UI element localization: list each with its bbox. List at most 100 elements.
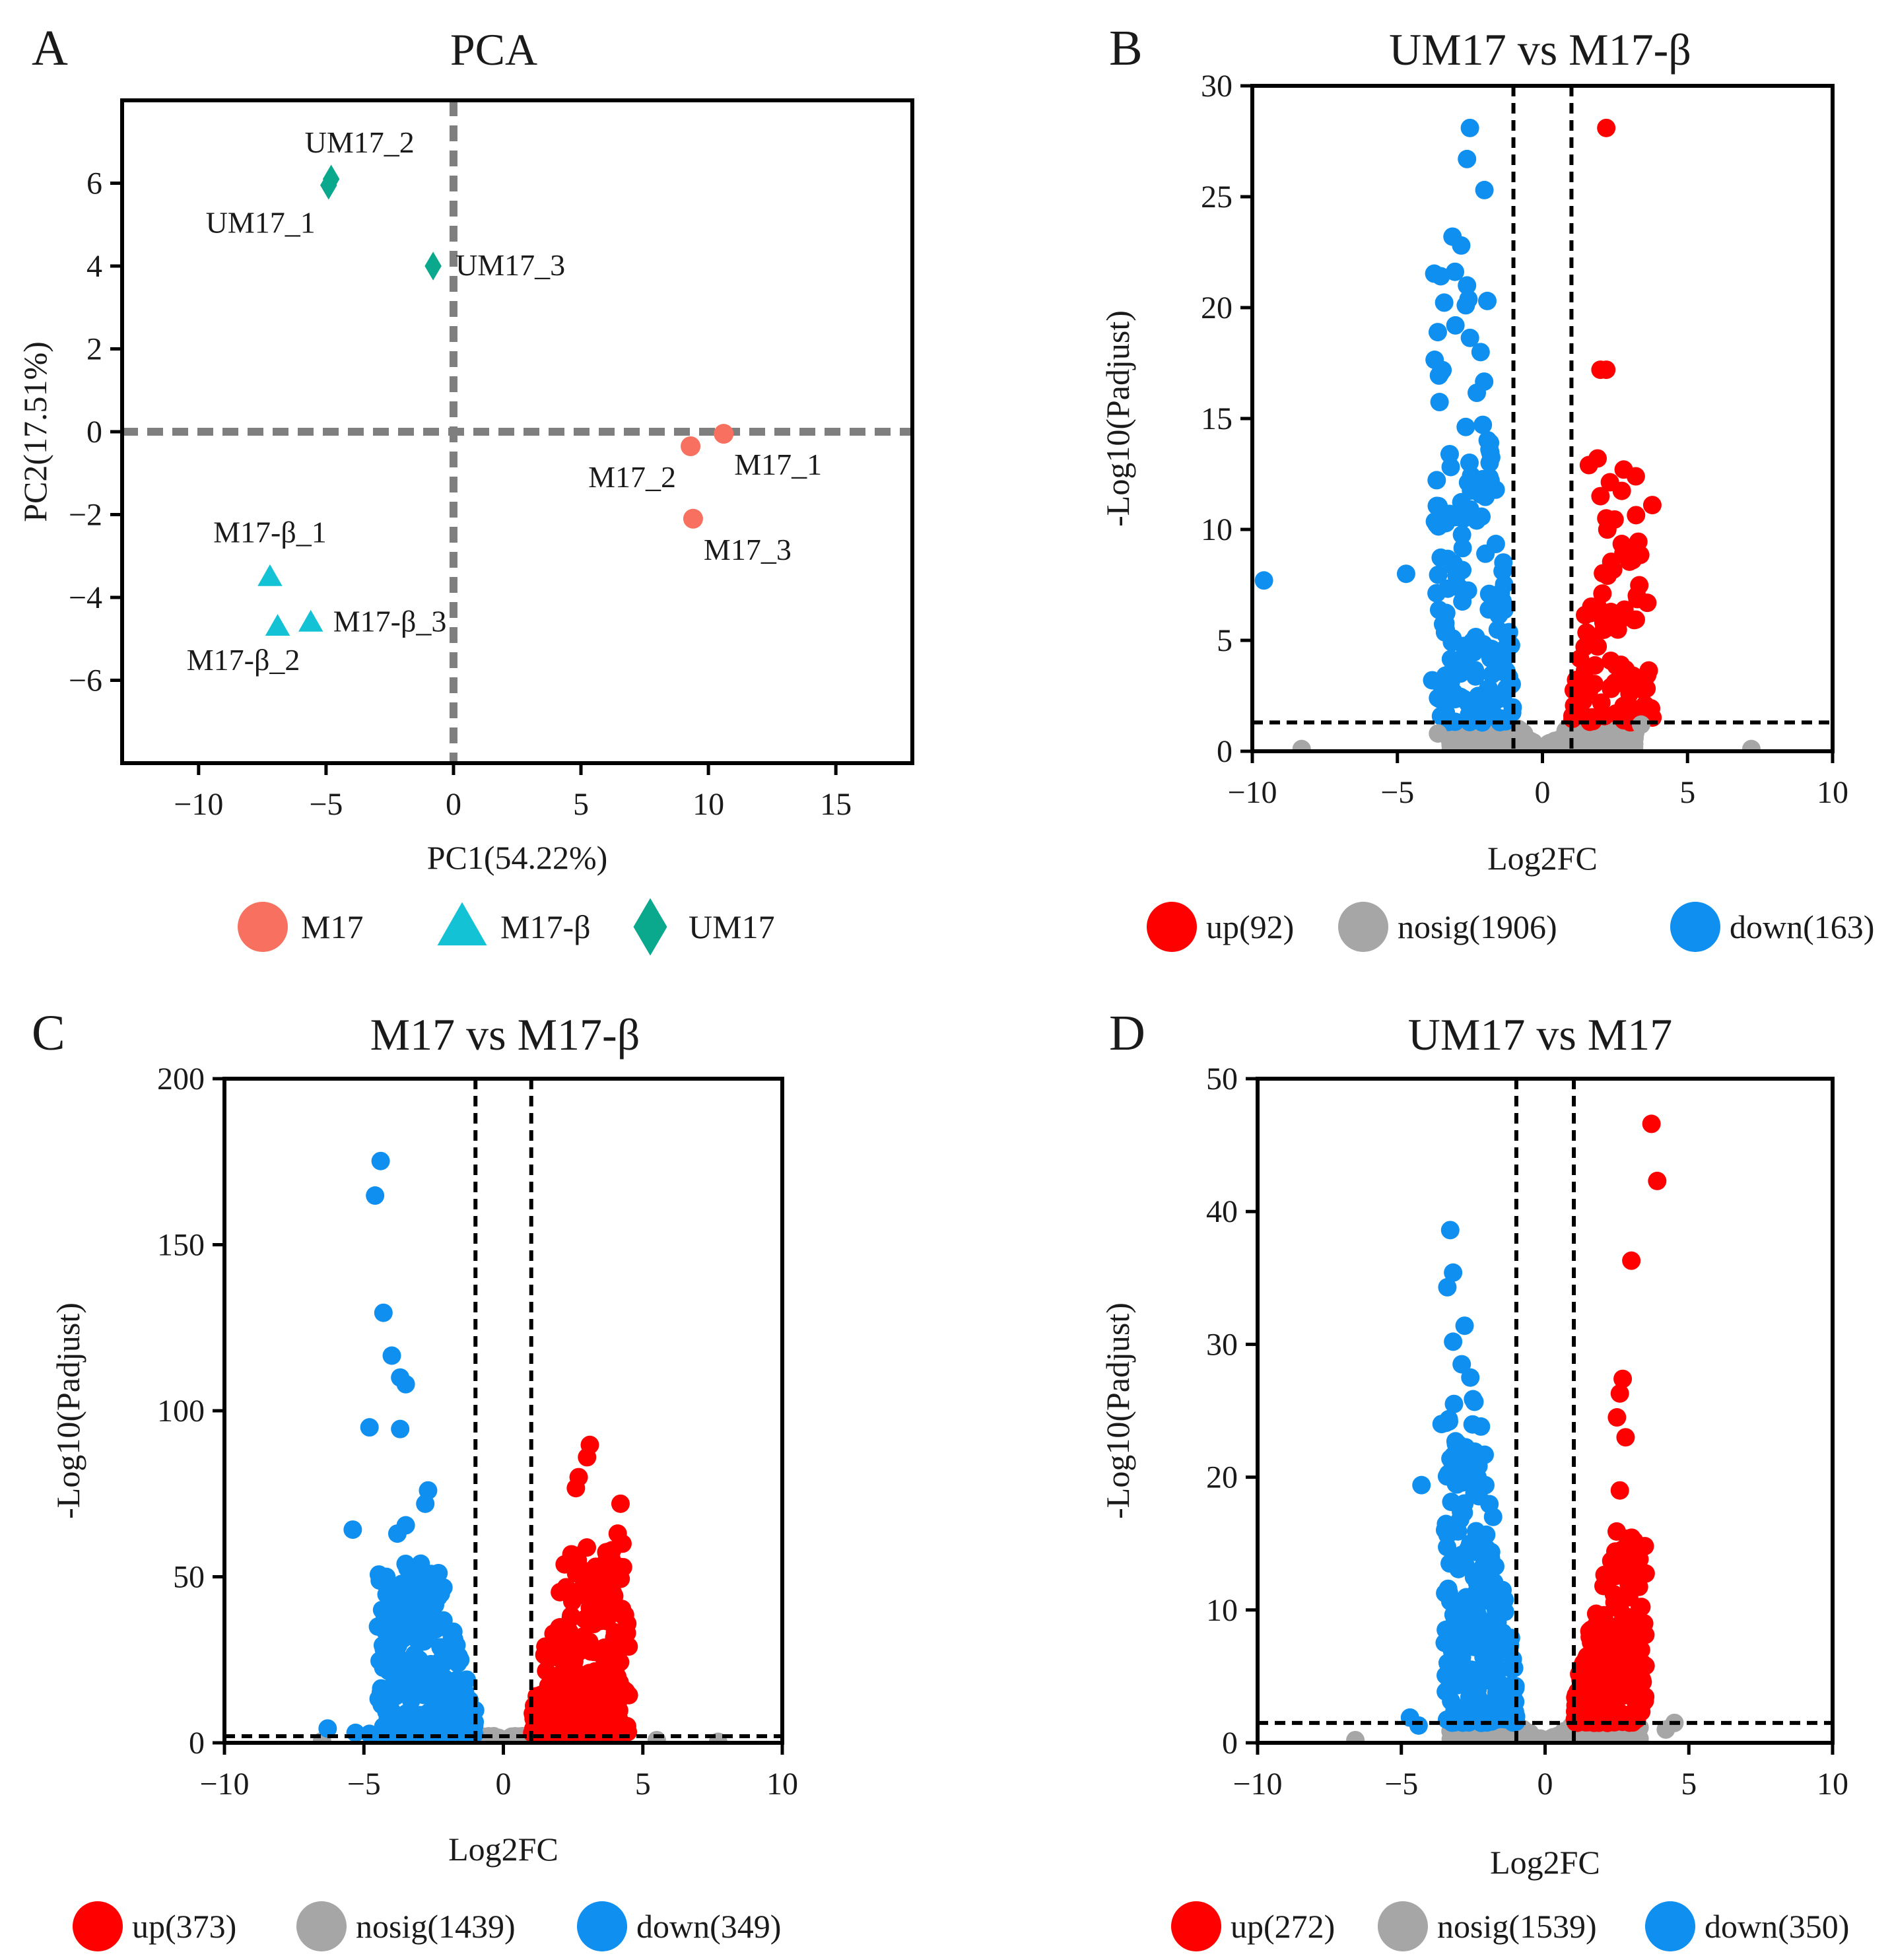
pca-panel: A PCA −10 −5 0 5 10 15 −6 −4 −2 0 2 4 6 PC1(54.22%) PC2(… [17,20,914,956]
down-point [384,1666,403,1685]
up-point [600,1559,619,1578]
down-point [464,1713,483,1732]
down-point [434,1611,453,1630]
up-point [1622,1571,1641,1590]
y-tick-label: 20 [1206,1460,1238,1495]
volcano-panel-m17-vs-m17-beta: C M17 vs M17-β−10 −5 0 5 10050100150200Log2FC… [32,1005,798,1951]
down-point [415,1632,434,1651]
down-point [1458,581,1477,600]
legend-marker [1147,902,1197,952]
x-tick-label: −10 [1227,775,1277,810]
up-point [1614,710,1633,729]
down-point [1462,466,1481,485]
down-point [1441,457,1460,477]
down-point [1480,1495,1499,1514]
up-point [1586,1604,1605,1623]
legend-label: up(373) [132,1908,236,1945]
x-tick-label: 10 [693,787,724,822]
down-point [1461,1368,1480,1387]
down-point [415,1685,434,1705]
down-point [1466,1522,1485,1541]
up-point [1620,1713,1639,1732]
up-point [580,1664,599,1683]
down-point [1437,1710,1456,1730]
nosig-point [1530,741,1549,751]
up-point [1615,1679,1634,1698]
down-point [343,1520,362,1539]
legend-label: UM17 [689,908,775,945]
up-point [1575,1668,1594,1687]
down-point [1433,360,1452,380]
legend-marker [1645,1901,1695,1951]
x-tick-label: −10 [199,1767,249,1802]
up-point [580,1632,599,1651]
down-point [416,1494,435,1513]
x-tick-label: 0 [1537,1767,1553,1802]
pca-point-label: M17_1 [734,448,822,481]
up-point [530,1700,549,1719]
legend-label: nosig(1539) [1437,1908,1597,1945]
down-point [1427,471,1446,490]
down-point [1429,565,1448,584]
down-point [1446,316,1465,335]
up-point [566,1552,586,1571]
down-point [410,1594,429,1613]
up-point [1576,661,1595,680]
legend-marker [73,1901,123,1951]
down-point [318,1719,337,1738]
down-point [1456,417,1475,436]
up-point [618,1636,637,1655]
legend-label: M17-β [500,908,591,945]
pca-point-label: M17-β_2 [187,643,300,677]
up-point [1607,1408,1627,1427]
down-point [1464,1568,1483,1587]
up-point [1648,1171,1667,1190]
down-point [1483,1579,1503,1598]
x-tick-label: −5 [1380,775,1414,810]
down-point [371,1151,390,1170]
data-points [1346,1114,1684,1743]
up-point [1630,576,1649,595]
down-point [1481,448,1501,467]
data-points [312,1151,727,1743]
y-tick-label: 4 [86,249,102,284]
y-tick-label: 2 [86,332,102,367]
down-point [1452,525,1471,545]
nosig-point [1484,741,1503,751]
down-point [1454,1458,1473,1477]
y-axis-label: -Log10(Padjust) [1099,1302,1136,1519]
down-point [1483,665,1502,684]
legend-label: nosig(1906) [1398,908,1557,945]
y-tick-label: 0 [1217,734,1233,769]
down-point [1464,1604,1483,1623]
up-point [551,1582,570,1602]
chart-title: M17 vs M17-β [370,1009,640,1060]
down-point [1455,1316,1474,1335]
up-point [1610,1384,1629,1403]
down-point [1452,1502,1471,1521]
nosig-point [1292,739,1311,751]
y-tick-label: 30 [1201,69,1233,104]
nosig-point [1526,1730,1545,1743]
down-point [1427,584,1446,603]
down-point [1485,1595,1504,1614]
down-point [1429,689,1448,708]
x-tick-label: 0 [1535,775,1551,810]
y-tick-label: 40 [1206,1194,1238,1229]
up-point [1616,1428,1635,1447]
up-point [1638,665,1657,685]
down-point [401,1683,420,1703]
down-point [1438,1654,1457,1673]
down-point [366,1186,385,1205]
up-point [1582,597,1601,616]
pca-point [424,252,442,281]
down-point [1438,1277,1457,1297]
down-point [1485,1557,1504,1576]
up-point [566,1693,585,1712]
legend-label: up(272) [1231,1908,1335,1945]
down-point [360,1418,379,1437]
down-point [1482,1711,1501,1730]
plot-frame [222,1077,784,1745]
up-point [1609,1624,1629,1643]
down-point [1493,1623,1512,1642]
